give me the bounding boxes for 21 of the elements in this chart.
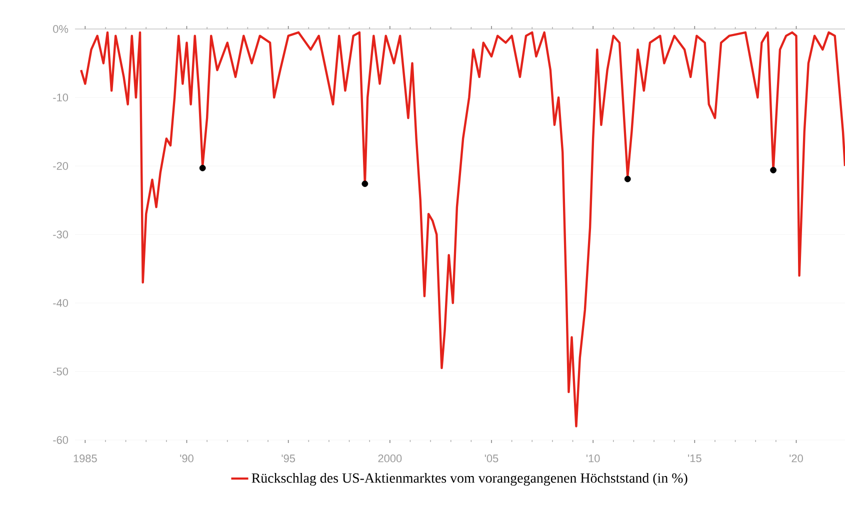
point	[770, 166, 776, 174]
x-tick-label: '20	[790, 454, 803, 462]
line-series	[80, 31, 845, 428]
point	[624, 176, 631, 182]
legend-label: Rückschlag des US-Aktienmarktes vom vorangegangenen Höchststand (in %)	[252, 472, 688, 486]
y-tick-label: 0%	[53, 25, 68, 33]
x-tick-label: 2000	[378, 454, 402, 462]
x-tick-label: '15	[688, 454, 702, 462]
y-tick-label: -30	[53, 230, 68, 238]
point	[362, 180, 368, 188]
x-tick-label: '05	[484, 454, 498, 462]
y-tick-label: -60	[53, 436, 68, 444]
x-tick-label: '95	[282, 454, 295, 462]
x-tick-label: 1985	[74, 454, 97, 462]
x-tick-label: '10	[586, 454, 600, 462]
point	[199, 164, 206, 172]
y-tick-label: -10	[53, 94, 68, 102]
y-tick-label: -40	[53, 299, 68, 307]
y-tick-label: -50	[53, 368, 68, 376]
x-tick-label: '90	[180, 454, 194, 462]
y-tick-label: -20	[53, 162, 68, 170]
